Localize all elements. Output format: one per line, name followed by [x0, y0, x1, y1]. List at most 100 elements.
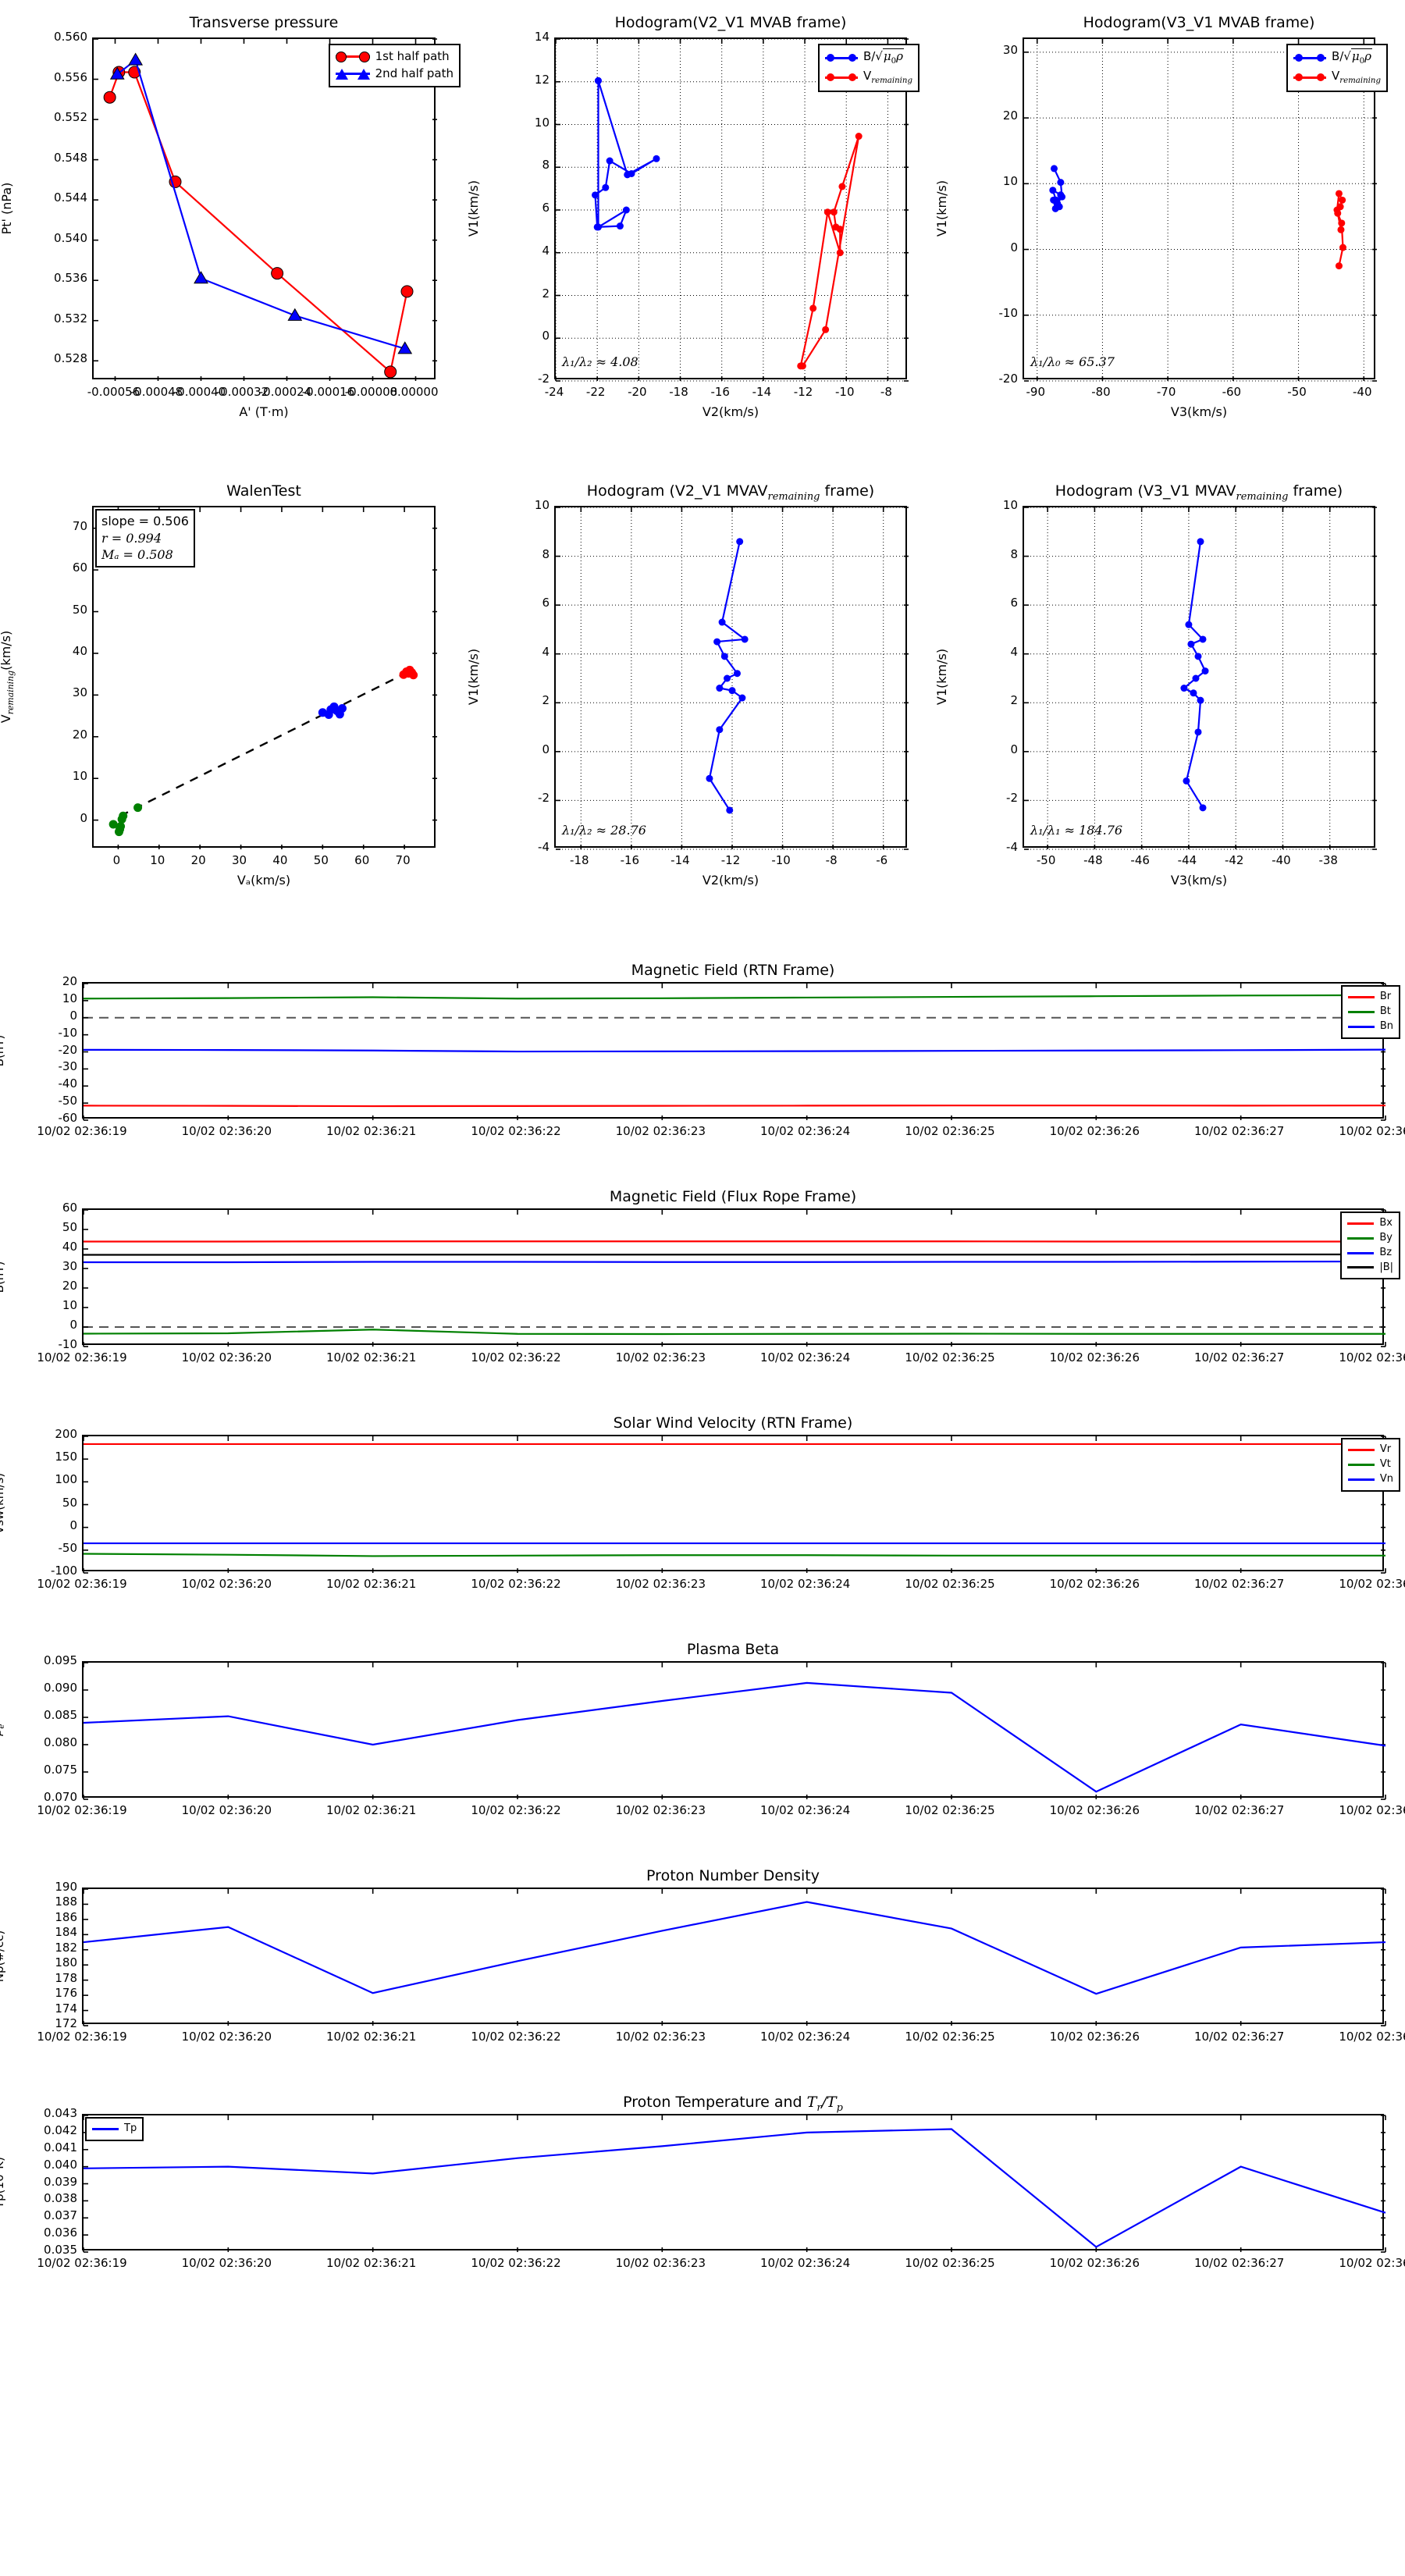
legend-item[interactable]: B/√μ0ρ	[824, 48, 912, 68]
x-tick-label: 10/02 02:36:26	[1049, 2256, 1140, 2270]
y-tick-label: 182	[55, 1940, 77, 1955]
legend-item[interactable]: Bt	[1347, 1005, 1393, 1019]
chart-legend[interactable]: Bx By Bz |B|	[1340, 1212, 1400, 1280]
chart-title: Hodogram (V3_V1 MVAVremaining frame)	[1055, 482, 1343, 503]
y-tick-label: 10	[62, 1298, 77, 1312]
legend-item[interactable]: Vremaining	[1293, 68, 1381, 87]
series-Bz	[84, 1260, 1386, 1264]
legend-item[interactable]: Vt	[1347, 1457, 1393, 1472]
legend-item[interactable]: 1st half path	[335, 48, 454, 66]
y-axis-label: V1(km/s)	[934, 180, 949, 237]
x-tick-label: 10/02 02:36:20	[181, 1577, 272, 1591]
y-axis-label: B(nT)	[0, 1261, 6, 1293]
y-tick-label: 0.080	[44, 1735, 77, 1749]
x-tick-label: -14	[670, 853, 690, 867]
series-B/√(μ₀ρ)	[1049, 165, 1066, 212]
x-tick-label: 0.00000	[389, 385, 439, 399]
legend-item[interactable]: Bx	[1347, 1216, 1393, 1231]
x-tick-label: -38	[1318, 853, 1338, 867]
y-tick-label: 190	[55, 1880, 77, 1894]
chart-legend[interactable]: Tp	[85, 2117, 144, 2141]
x-tick-label: 10/02 02:36:22	[471, 1803, 561, 1817]
x-tick-label: 10/02 02:36:28	[1339, 2030, 1405, 2044]
y-tick-label: 70	[72, 518, 87, 533]
y-tick-label: 8	[1010, 546, 1018, 561]
x-tick-label: 10/02 02:36:25	[905, 1803, 995, 1817]
chart-legend[interactable]: 1st half path 2nd half path	[328, 44, 461, 87]
y-tick-label: -20	[58, 1042, 78, 1057]
x-tick-label: 10/02 02:36:21	[325, 1350, 417, 1364]
legend-item[interactable]: 2nd half path	[335, 66, 454, 83]
legend-label: Bx	[1379, 1217, 1393, 1229]
chart-title: Magnetic Field (RTN Frame)	[631, 962, 835, 979]
legend-item[interactable]: Br	[1347, 990, 1393, 1005]
x-tick-label: 10/02 02:36:25	[905, 1124, 995, 1138]
y-tick-label: 20	[62, 974, 77, 988]
chart-legend[interactable]: B/√μ0ρ Vremaining	[817, 44, 919, 92]
y-tick-label: 188	[55, 1895, 77, 1909]
legend-item[interactable]: Bz	[1347, 1246, 1393, 1261]
series-B/√(μ₀ρ)	[706, 538, 749, 814]
x-tick-label: 10/02 02:36:20	[181, 2256, 272, 2270]
x-tick-label: -0.00024	[258, 385, 312, 399]
series-|B|	[84, 1253, 1385, 1256]
series-green-cluster	[108, 803, 143, 837]
chart-legend[interactable]: Vr Vt Vn	[1340, 1438, 1400, 1492]
legend-item[interactable]: Bn	[1347, 1019, 1393, 1034]
x-tick-label: 10/02 02:36:26	[1049, 1577, 1140, 1591]
y-tick-label: 0.038	[44, 2191, 77, 2206]
x-tick-label: 10/02 02:36:19	[37, 1803, 127, 1817]
y-axis-label: Vsw(km/s)	[0, 1472, 6, 1534]
chart-title: Magnetic Field (Flux Rope Frame)	[609, 1188, 857, 1205]
x-tick-label: -0.00008	[344, 385, 398, 399]
x-tick-label: -12	[720, 853, 741, 867]
legend-item[interactable]: |B|	[1347, 1261, 1393, 1276]
y-tick-label: 0.085	[44, 1708, 77, 1722]
x-tick-label: -70	[1156, 385, 1176, 399]
legend-label: B/√μ0ρ	[1331, 48, 1372, 66]
x-tick-label: 10/02 02:36:19	[37, 2256, 127, 2270]
x-tick-label: 10/02 02:36:24	[759, 1124, 851, 1138]
y-tick-label: 0.544	[54, 190, 87, 205]
x-tick-label: 10/02 02:36:26	[1049, 1350, 1140, 1364]
eigenvalue-ratio-annotation: λ₁/λ₁ ≈ 184.76	[1030, 823, 1123, 838]
legend-swatch-Tp	[92, 2123, 119, 2134]
y-tick-label: 0.035	[44, 2243, 77, 2257]
chart-legend[interactable]: Br Bt Bn	[1340, 985, 1400, 1039]
legend-item[interactable]: Vremaining	[824, 68, 912, 87]
y-tick-label: -60	[58, 1111, 78, 1125]
legend-item[interactable]: Tp	[92, 2122, 137, 2137]
legend-label: |B|	[1379, 1261, 1393, 1273]
chart-legend[interactable]: B/√μ0ρ Vremaining	[1286, 44, 1388, 92]
y-axis-label: V1(km/s)	[934, 648, 949, 706]
legend-item[interactable]: By	[1347, 1231, 1393, 1246]
x-axis-label: V3(km/s)	[1170, 404, 1228, 419]
x-tick-label: 10/02 02:36:22	[471, 1350, 561, 1364]
y-tick-label: 40	[72, 643, 87, 658]
y-axis-label: B(nT)	[0, 1034, 6, 1066]
y-tick-label: 6	[542, 201, 550, 215]
legend-item[interactable]: Vn	[1347, 1472, 1393, 1487]
panel-solar-wind-velocity: Solar Wind Velocity (RTN Frame) -100 -50 0 5…	[0, 1413, 1405, 1620]
y-tick-label: 20	[62, 1279, 77, 1293]
x-tick-label: 10/02 02:36:24	[759, 1577, 851, 1591]
x-tick-label: 10/02 02:36:23	[615, 1803, 706, 1817]
y-tick-label: 0.041	[44, 2140, 77, 2154]
legend-label: Bn	[1379, 1019, 1393, 1032]
legend-item[interactable]: B/√μ0ρ	[1293, 48, 1381, 68]
x-tick-label: 10/02 02:36:27	[1193, 1124, 1285, 1138]
y-tick-label: 30	[62, 1259, 77, 1273]
x-axis-label: V3(km/s)	[1170, 873, 1228, 888]
x-tick-label: -40	[1272, 853, 1291, 867]
y-tick-label: -10	[998, 305, 1019, 320]
x-tick-label: -8	[825, 853, 838, 867]
x-tick-label: -10	[834, 385, 855, 399]
legend-item[interactable]: Vr	[1347, 1443, 1393, 1457]
y-tick-label: 100	[55, 1472, 77, 1487]
panel-walen-test: WalenTest 0 10 20 30 40 50 60 70 0 10 20 30 40 50 60 70 V…	[0, 468, 468, 921]
legend-label: Vt	[1379, 1457, 1391, 1470]
y-tick-label: 4	[1010, 644, 1018, 659]
plot-area	[82, 1888, 1386, 2026]
legend-label: Tp	[124, 2122, 137, 2134]
y-tick-label: 178	[55, 1970, 77, 1985]
